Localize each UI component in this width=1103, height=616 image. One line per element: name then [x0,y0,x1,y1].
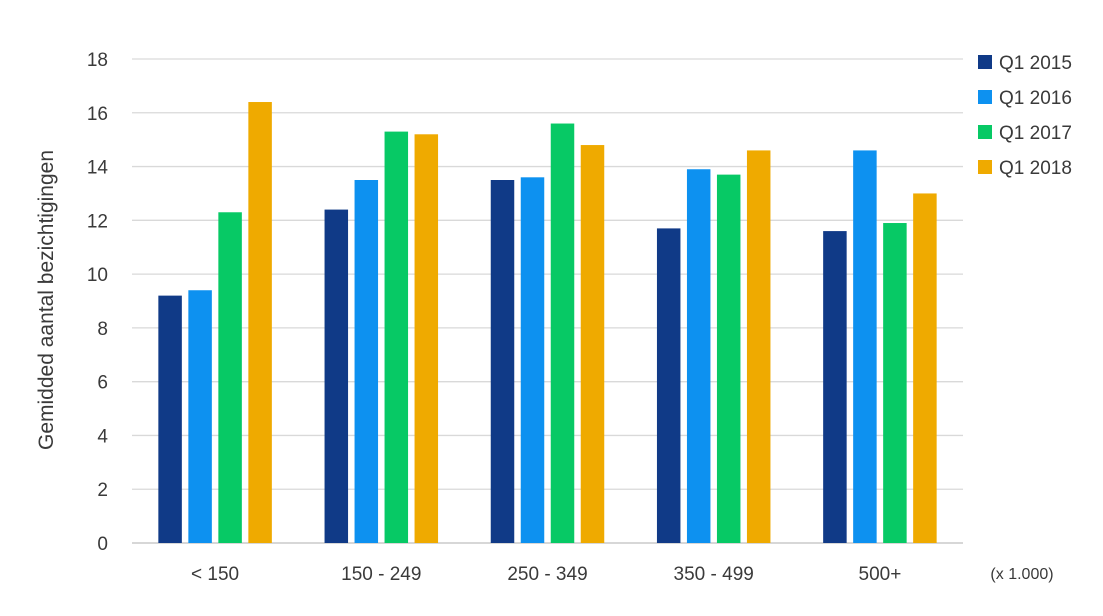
legend-label: Q1 2017 [999,123,1072,144]
y-tick-label: 14 [87,158,109,179]
y-tick-label: 4 [97,426,108,447]
legend-swatch [978,90,992,104]
y-axis-label: Gemidded aantal bezichtigingen [35,150,58,450]
bar [823,231,847,544]
bar [248,102,272,544]
legend-label: Q1 2015 [999,53,1072,74]
bar [414,134,439,544]
x-axis-unit: (x 1.000) [990,566,1053,583]
legend-label: Q1 2018 [999,158,1072,179]
legend-swatch [978,125,992,139]
bar [324,209,349,544]
x-category-label: 250 - 349 [507,564,587,585]
bars [158,102,937,544]
y-tick-label: 16 [87,104,108,125]
y-tick-label: 0 [97,534,108,555]
y-tick-label: 12 [87,211,108,232]
bar [384,131,409,543]
y-tick-label: 18 [87,50,108,71]
legend-swatch [978,160,992,174]
x-axis-categories: < 150 150 - 249 250 - 349 350 - 499 500+ [191,564,901,585]
y-tick-label: 8 [97,319,108,340]
bar [686,169,711,543]
x-category-label: 500+ [859,564,902,585]
x-category-label: 150 - 249 [341,564,421,585]
x-category-label: < 150 [191,564,239,585]
bar [656,228,681,543]
bar [913,193,937,543]
y-tick-label: 6 [97,373,108,394]
bar [883,223,907,543]
bar [218,212,242,543]
y-axis-ticks: 0 2 4 6 8 10 12 14 16 18 [87,50,109,555]
bar [853,150,877,543]
legend-swatch [978,55,992,69]
bar [746,150,771,543]
bar [490,180,515,543]
bar [580,145,605,544]
bar [188,290,212,543]
bar [550,123,575,544]
y-tick-label: 2 [97,480,108,501]
y-tick-label: 10 [87,265,108,286]
bar [716,174,741,543]
legend: Q1 2015 Q1 2016 Q1 2017 Q1 2018 [978,53,1072,179]
legend-label: Q1 2016 [999,88,1072,109]
x-category-label: 350 - 499 [674,564,754,585]
bar [158,295,182,543]
bar [520,177,545,544]
bar [354,180,379,543]
